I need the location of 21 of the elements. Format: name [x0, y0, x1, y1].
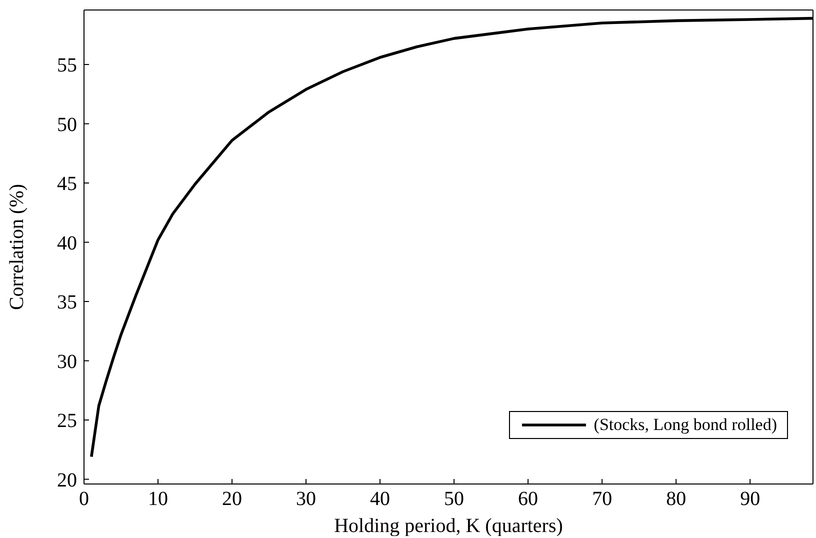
x-tick-label: 20 [222, 488, 242, 510]
y-tick-label: 30 [57, 350, 77, 373]
x-tick-label: 30 [296, 488, 316, 510]
y-tick-label: 45 [57, 173, 77, 196]
y-tick-label: 40 [57, 232, 77, 254]
x-axis-title: Holding period, K (quarters) [334, 515, 563, 537]
y-tick-label: 35 [57, 292, 77, 314]
y-tick-label: 55 [57, 54, 77, 77]
legend-label: (Stocks, Long bond rolled) [594, 415, 777, 435]
y-tick-label: 25 [57, 410, 77, 432]
x-tick-label: 90 [740, 488, 760, 510]
x-tick-label: 60 [518, 488, 538, 510]
x-tick-label: 50 [444, 488, 464, 510]
y-tick-label: 50 [57, 114, 77, 136]
x-tick-label: 40 [370, 488, 390, 510]
x-tick-label: 10 [148, 488, 168, 510]
x-tick-label: 70 [592, 488, 612, 510]
y-axis-title: Correlation (%) [6, 184, 28, 310]
x-tick-label: 0 [79, 488, 89, 510]
y-tick-label: 20 [57, 469, 77, 492]
x-tick-label: 80 [666, 488, 686, 510]
